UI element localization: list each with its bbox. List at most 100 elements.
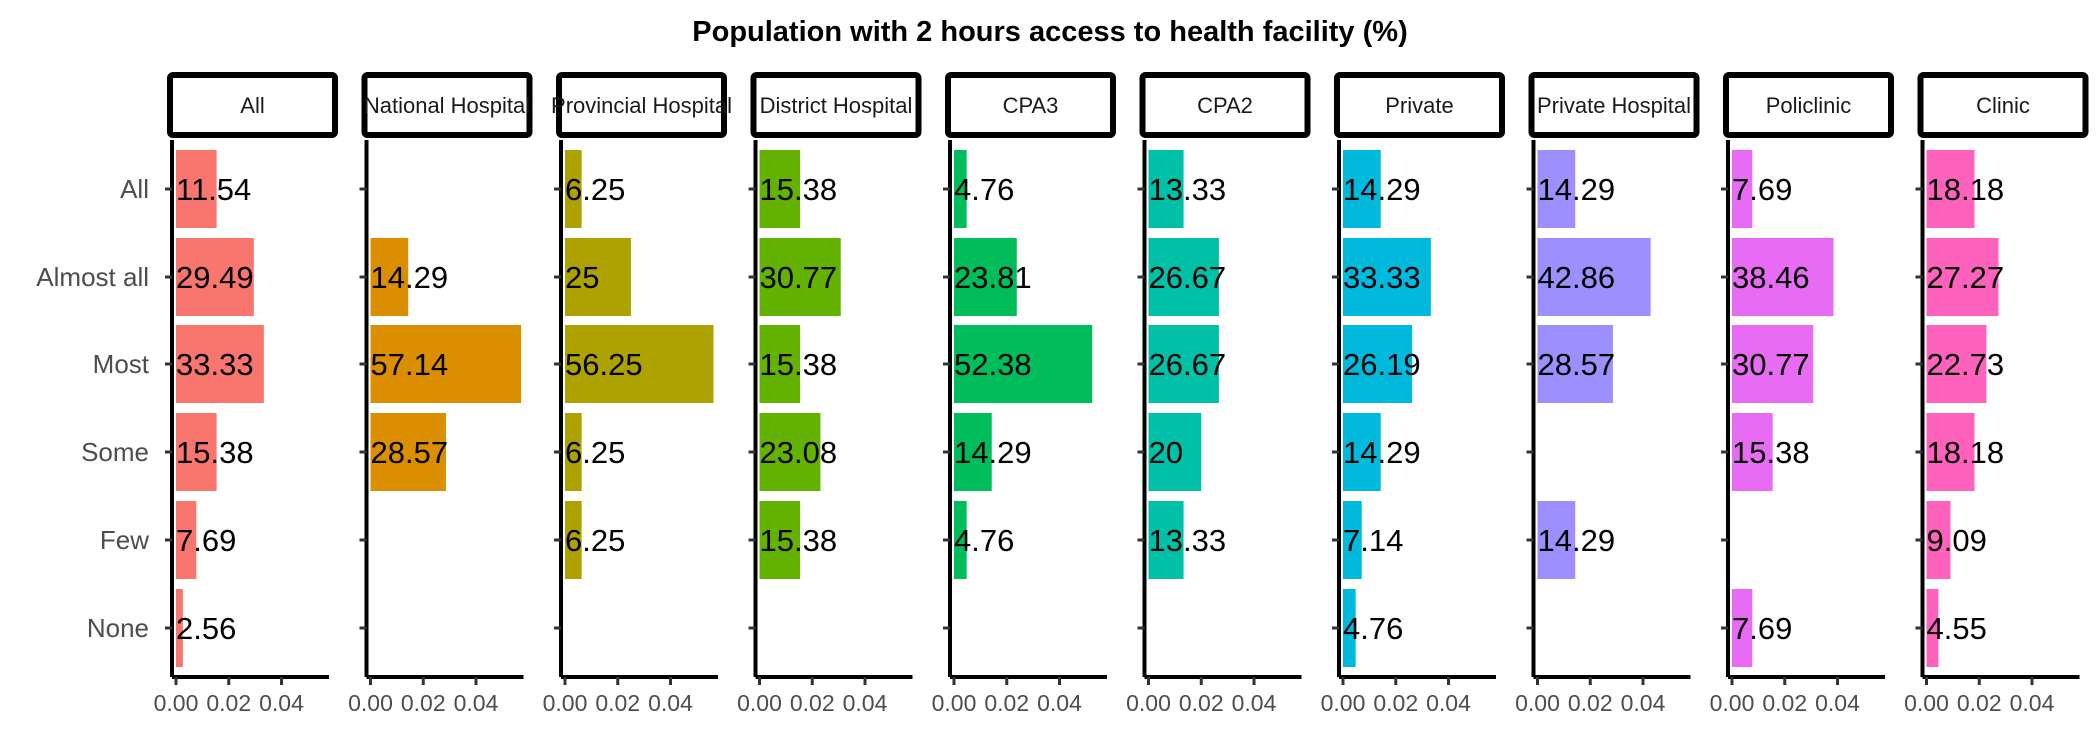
data-label: 15.38 [1732,435,1810,470]
bar [176,413,217,491]
y-category-label: Some [81,437,149,467]
data-label: 2.56 [176,611,236,646]
bar [1926,325,1987,403]
x-tick-label: 0.04 [1232,690,1277,716]
bar [1343,238,1431,316]
x-tick-label: 0.02 [401,690,446,716]
data-label: 4.76 [1343,611,1403,646]
data-label: 14.29 [954,435,1032,470]
bar [1537,238,1651,316]
x-tick-label: 0.00 [348,690,393,716]
bar [954,325,1093,403]
bar [1148,238,1219,316]
facet-strip [750,72,922,138]
bar [370,413,446,491]
facet-strip-label: All [240,93,264,118]
data-label: 29.49 [176,260,254,295]
data-label: 9.09 [1927,523,1987,558]
data-label: 4.76 [954,172,1014,207]
data-label: 6.25 [565,172,625,207]
bar [565,150,582,228]
data-label: 18.18 [1927,172,2005,207]
bar [565,413,582,491]
data-label: 26.67 [1149,347,1227,382]
facet-strip-label: Policlinic [1766,93,1852,118]
bar [1148,150,1184,228]
x-tick-label: 0.04 [2010,690,2055,716]
bar [1537,150,1576,228]
data-label: 15.38 [760,172,838,207]
y-category-label: Most [93,349,150,379]
bar [1732,589,1753,667]
data-label: 56.25 [565,347,643,382]
x-tick-label: 0.02 [1762,690,1807,716]
facet-strip-label: National Hospital [364,93,530,118]
data-label: 7.69 [176,523,236,558]
data-label: 26.19 [1343,347,1421,382]
facet-strip [1528,72,1700,138]
x-tick-label: 0.04 [1037,690,1082,716]
data-label: 15.38 [176,435,254,470]
x-tick-label: 0.04 [259,690,304,716]
data-label: 13.33 [1149,172,1227,207]
facet-strip-label: Clinic [1976,93,2030,118]
bar [1926,589,1939,667]
x-tick-label: 0.04 [1621,690,1666,716]
x-tick-label: 0.04 [1815,690,1860,716]
data-label: 25 [565,260,599,295]
bar [1732,150,1753,228]
facet-strip [945,72,1116,138]
y-category-label: All [120,174,149,204]
facet-strip [1723,72,1894,138]
x-tick-label: 0.02 [595,690,640,716]
data-label: 57.14 [371,347,449,382]
data-label: 4.55 [1927,611,1987,646]
bar [565,325,714,403]
bar [176,501,197,579]
data-label: 14.29 [1343,435,1421,470]
data-label: 28.57 [1538,347,1616,382]
x-tick-label: 0.02 [1568,690,1613,716]
facet-strip-label: CPA2 [1197,93,1253,118]
bar [1343,150,1381,228]
x-tick-label: 0.04 [454,690,499,716]
x-tick-label: 0.00 [737,690,782,716]
data-label: 23.08 [760,435,838,470]
bar [1343,589,1356,667]
bar [1926,238,1999,316]
bar [1732,238,1834,316]
y-category-label: Few [100,525,149,555]
bar [1926,501,1951,579]
bar [565,501,582,579]
bar [954,238,1017,316]
data-label: 30.77 [1732,347,1810,382]
data-label: 23.81 [954,260,1032,295]
data-label: 7.69 [1732,172,1792,207]
facet-strip [1139,72,1311,138]
facet-strip [1334,72,1505,138]
bar [954,501,967,579]
data-label: 52.38 [954,347,1032,382]
x-tick-label: 0.00 [543,690,588,716]
data-label: 7.14 [1343,523,1403,558]
bar [1148,413,1202,491]
x-tick-label: 0.00 [1710,690,1755,716]
x-tick-label: 0.02 [1957,690,2002,716]
x-tick-label: 0.02 [206,690,251,716]
data-label: 14.29 [1538,523,1616,558]
x-tick-label: 0.02 [984,690,1029,716]
bar [176,325,264,403]
y-category-label: None [87,613,149,643]
data-label: 11.54 [176,172,251,207]
facet-strip-label: District Hospital [760,93,913,118]
data-label: 14.29 [371,260,449,295]
bar [370,325,522,403]
bar [1537,501,1576,579]
facet-strip-label: Private Hospital [1537,93,1691,118]
y-category-label: Almost all [36,262,149,292]
facet-strip [167,72,338,138]
facet-strip-label: CPA3 [1003,93,1059,118]
data-label: 6.25 [565,523,625,558]
x-tick-label: 0.00 [932,690,977,716]
